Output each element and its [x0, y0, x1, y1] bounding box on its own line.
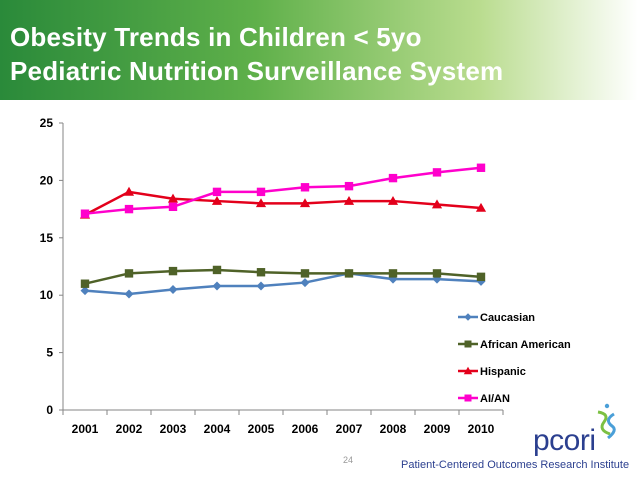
data-point-caucasian	[80, 286, 90, 296]
pcori-logo-icon	[597, 403, 616, 440]
data-point-african-american	[124, 269, 134, 278]
x-tick-label: 2006	[292, 422, 319, 436]
legend-marker	[464, 340, 472, 348]
y-tick-label: 25	[40, 116, 54, 130]
x-tick-label: 2004	[204, 422, 231, 436]
data-point-african-american	[300, 269, 310, 278]
data-point-hispanic	[343, 195, 355, 205]
data-point-african-american	[256, 268, 266, 277]
data-point-african-american	[212, 265, 222, 275]
data-point-caucasian	[256, 281, 266, 291]
legend-marker	[464, 313, 472, 321]
data-point-ai-an	[388, 173, 398, 183]
data-point-ai-an	[80, 209, 90, 218]
data-point-hispanic	[167, 193, 179, 203]
slide-title: Obesity Trends in Children < 5yo	[10, 22, 422, 52]
x-tick-label: 2005	[248, 422, 275, 436]
data-point-hispanic	[299, 198, 311, 208]
data-point-hispanic	[475, 202, 487, 212]
data-point-ai-an	[124, 204, 134, 214]
x-tick-label: 2007	[336, 422, 363, 436]
series-line-caucasian	[84, 272, 482, 296]
data-point-ai-an	[168, 202, 178, 212]
legend-label: AI/AN	[480, 393, 510, 405]
legend-marker	[464, 394, 472, 402]
data-point-african-american	[168, 266, 178, 276]
x-tick-label: 2002	[116, 422, 143, 436]
data-point-ai-an	[432, 168, 442, 177]
series-line-african-american	[84, 268, 482, 285]
legend-label: Hispanic	[480, 366, 526, 378]
legend-label: African American	[480, 339, 571, 351]
title-bar: Obesity Trends in Children < 5yo Pediatr…	[0, 0, 638, 100]
y-tick-label: 10	[40, 288, 54, 302]
data-point-hispanic	[431, 199, 443, 209]
series-line-hispanic	[84, 190, 482, 216]
series-line-ai-an	[84, 166, 482, 215]
data-point-african-american	[80, 279, 90, 288]
data-point-ai-an	[300, 183, 310, 192]
data-point-african-american	[344, 269, 354, 278]
y-tick-label: 20	[40, 173, 54, 187]
data-point-caucasian	[124, 289, 134, 299]
legend-marker	[463, 366, 473, 375]
legend-label: Caucasian	[480, 312, 535, 324]
data-point-caucasian	[168, 284, 178, 294]
x-tick-label: 2009	[424, 422, 451, 436]
page-number: 24	[343, 455, 354, 465]
data-point-ai-an	[256, 187, 266, 197]
x-tick-label: 2003	[160, 422, 187, 436]
y-tick-label: 0	[46, 403, 53, 417]
tagline: Patient-Centered Outcomes Research Insti…	[401, 459, 630, 471]
data-point-ai-an	[212, 187, 222, 197]
logo-text: pcori	[533, 424, 596, 457]
x-tick-label: 2008	[380, 422, 407, 436]
data-point-african-american	[388, 269, 398, 278]
x-tick-label: 2001	[72, 422, 99, 436]
data-point-caucasian	[212, 281, 222, 291]
y-tick-label: 5	[46, 346, 53, 360]
y-tick-label: 15	[40, 231, 54, 245]
data-point-ai-an	[476, 163, 486, 172]
data-point-hispanic	[255, 198, 267, 208]
slide-subtitle: Pediatric Nutrition Surveillance System	[10, 56, 504, 86]
data-point-hispanic	[387, 195, 399, 205]
data-point-hispanic	[123, 186, 135, 196]
data-point-caucasian	[300, 278, 310, 288]
data-point-african-american	[432, 269, 442, 278]
data-point-hispanic	[211, 195, 223, 205]
x-tick-label: 2010	[468, 422, 495, 436]
data-point-ai-an	[344, 181, 354, 191]
data-point-african-american	[476, 272, 486, 282]
